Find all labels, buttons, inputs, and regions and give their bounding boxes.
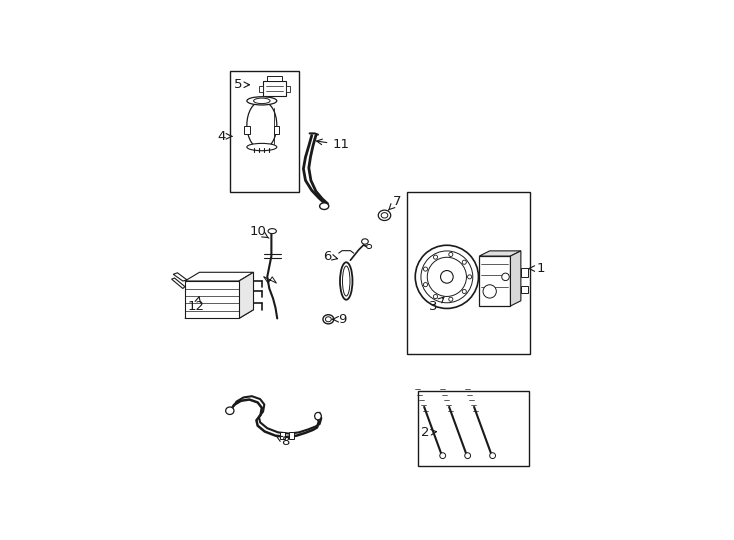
Bar	[286, 85, 290, 92]
Bar	[258, 85, 263, 92]
Ellipse shape	[268, 228, 277, 234]
Text: 1: 1	[529, 262, 545, 275]
Circle shape	[483, 285, 496, 298]
Bar	[407, 192, 530, 354]
Ellipse shape	[424, 282, 427, 287]
Ellipse shape	[247, 97, 277, 105]
Ellipse shape	[462, 260, 466, 264]
Text: 12: 12	[188, 296, 205, 313]
Text: 8: 8	[276, 435, 290, 448]
Ellipse shape	[362, 239, 368, 244]
Text: 5: 5	[234, 78, 250, 91]
Polygon shape	[172, 278, 185, 288]
Ellipse shape	[465, 453, 470, 458]
Bar	[521, 268, 528, 277]
Bar	[479, 256, 510, 306]
Ellipse shape	[378, 210, 390, 220]
Polygon shape	[510, 251, 521, 306]
Ellipse shape	[366, 245, 371, 248]
Ellipse shape	[462, 289, 466, 294]
Ellipse shape	[490, 453, 495, 458]
Ellipse shape	[424, 267, 427, 271]
Polygon shape	[173, 273, 187, 281]
Ellipse shape	[319, 203, 329, 210]
Ellipse shape	[247, 101, 277, 149]
Ellipse shape	[502, 273, 509, 281]
Text: 11: 11	[316, 138, 349, 151]
Text: 2: 2	[421, 426, 437, 439]
Polygon shape	[239, 272, 253, 319]
Ellipse shape	[254, 98, 270, 104]
Ellipse shape	[440, 453, 446, 458]
Polygon shape	[185, 272, 253, 281]
Ellipse shape	[325, 317, 331, 322]
Bar	[263, 80, 286, 97]
Bar	[418, 391, 529, 466]
Bar	[274, 126, 279, 134]
Bar	[185, 281, 239, 319]
Text: 7: 7	[388, 195, 401, 210]
Bar	[289, 433, 294, 439]
Polygon shape	[479, 251, 521, 256]
Text: 10: 10	[250, 225, 269, 238]
Polygon shape	[185, 310, 253, 319]
Circle shape	[415, 245, 479, 308]
Ellipse shape	[323, 315, 334, 324]
Ellipse shape	[225, 407, 234, 415]
Ellipse shape	[343, 266, 350, 296]
Bar	[521, 286, 528, 294]
Bar	[230, 71, 299, 192]
Ellipse shape	[468, 275, 472, 279]
Bar	[244, 126, 250, 134]
Ellipse shape	[340, 262, 352, 300]
Ellipse shape	[315, 413, 321, 420]
Text: 3: 3	[429, 297, 444, 313]
Circle shape	[440, 271, 453, 283]
Ellipse shape	[448, 297, 453, 301]
Ellipse shape	[434, 294, 437, 299]
Bar	[267, 77, 282, 80]
Text: 9: 9	[333, 313, 346, 326]
Bar	[280, 433, 285, 439]
Text: 4: 4	[217, 130, 232, 143]
Ellipse shape	[381, 213, 388, 218]
Ellipse shape	[448, 252, 453, 256]
Text: 6: 6	[323, 249, 338, 262]
Ellipse shape	[247, 144, 277, 151]
Ellipse shape	[434, 255, 437, 259]
